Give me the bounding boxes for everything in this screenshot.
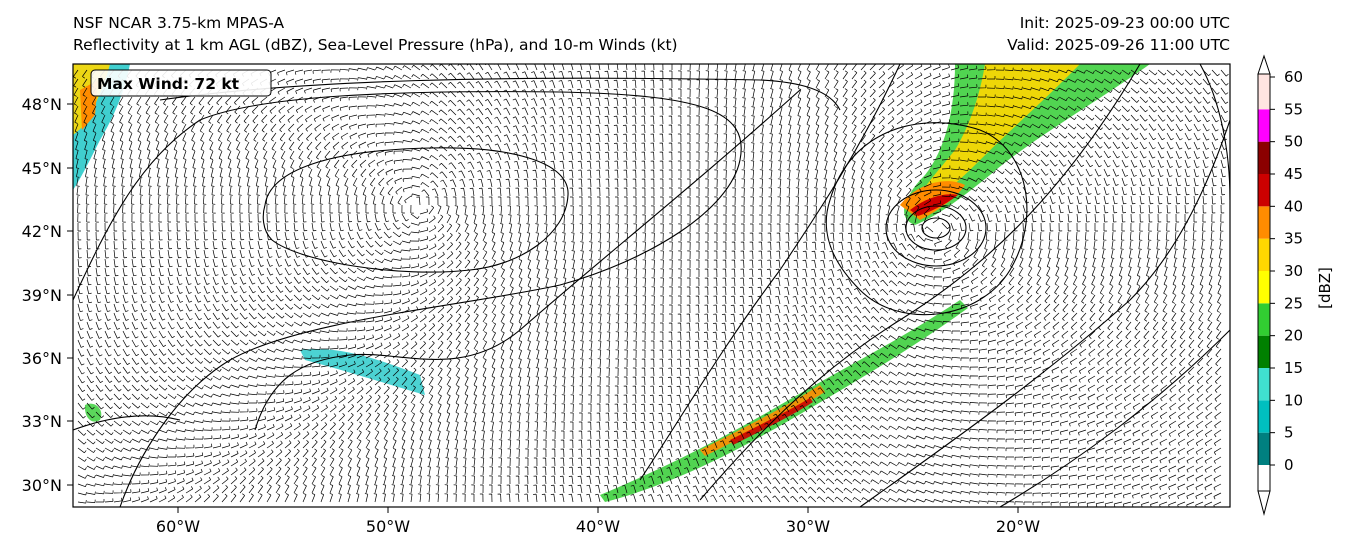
colorbar-segment-45	[1258, 141, 1270, 174]
valid-time: Valid: 2025-09-26 11:00 UTC	[1007, 36, 1230, 54]
colorbar-segment-10	[1258, 368, 1270, 401]
max-wind-annotation: Max Wind: 72 kt	[90, 69, 272, 97]
colorbar-extend-bottom	[1257, 490, 1271, 516]
isobar-east-2	[999, 329, 1230, 507]
init-time: Init: 2025-09-23 00:00 UTC	[1019, 14, 1230, 32]
latitude-axis: 48°N 45°N 42°N 39°N 36°N 33°N 30°N	[22, 95, 73, 495]
colorbar-tick-label-25: 25	[1284, 294, 1303, 312]
colorbar-segment-below-0	[1258, 465, 1270, 491]
title-block: NSF NCAR 3.75-km MPAS-A Reflectivity at …	[73, 12, 678, 56]
colorbar-tick-label-30: 30	[1284, 262, 1303, 280]
longitude-axis: 60°W 50°W 40°W 30°W 20°W	[156, 507, 1040, 536]
colorbar-tick-label-40: 40	[1284, 197, 1303, 215]
lon-label-20w: 20°W	[996, 517, 1040, 536]
colorbar-frame	[1257, 73, 1271, 492]
colorbar-tick-label-45: 45	[1284, 165, 1303, 183]
title-fields: Reflectivity at 1 km AGL (dBZ), Sea-Leve…	[73, 36, 678, 54]
colorbar-extend-top	[1257, 54, 1271, 75]
colorbar-tick-label-0: 0	[1284, 456, 1294, 474]
isobar-trough-1	[639, 64, 901, 481]
colorbar-segments	[1258, 74, 1270, 491]
isobar-southwest	[73, 415, 181, 431]
isobar-low-2	[905, 205, 967, 251]
colorbar-tick-label-50: 50	[1284, 133, 1303, 151]
colorbar-segment-15	[1258, 335, 1270, 368]
colorbar-tick-label-15: 15	[1284, 359, 1303, 377]
lat-label-36: 36°N	[22, 349, 62, 368]
colorbar-segment-50	[1258, 109, 1270, 142]
lon-label-60w: 60°W	[156, 517, 200, 536]
colorbar-segment-0	[1258, 432, 1270, 465]
lon-label-50w: 50°W	[366, 517, 410, 536]
reflectivity-cold-front	[600, 300, 968, 502]
max-wind-label: Max Wind: 72 kt	[97, 75, 240, 93]
isobar-high-outer	[73, 91, 742, 507]
colorbar-ticks: 0 5 10 15 20 25 30 35 40 45 50 55 60	[1270, 68, 1303, 474]
colorbar-segment-30	[1258, 238, 1270, 271]
lat-label-45: 45°N	[22, 159, 62, 178]
lat-label-42: 42°N	[22, 222, 62, 241]
reflectivity-showers-west	[84, 403, 102, 422]
lon-label-40w: 40°W	[576, 517, 620, 536]
isobar-trough-2	[699, 64, 1141, 501]
title-model: NSF NCAR 3.75-km MPAS-A	[73, 14, 285, 32]
wind-barbs	[73, 64, 1229, 507]
colorbar-segment-55	[1258, 74, 1270, 110]
lat-label-30: 30°N	[22, 476, 62, 495]
reflectivity-showers-central	[300, 349, 425, 395]
isobar-central	[254, 89, 801, 431]
reflectivity-cold-front-max	[730, 398, 813, 445]
isobar-low-3	[885, 189, 987, 267]
colorbar-tick-label-20: 20	[1284, 327, 1303, 345]
colorbar-segment-25	[1258, 271, 1270, 304]
reflectivity-cold-front-core	[700, 385, 825, 456]
lon-label-30w: 30°W	[786, 517, 830, 536]
colorbar-label: [dBZ]	[1316, 267, 1334, 309]
lat-label-33: 33°N	[22, 412, 62, 431]
colorbar-segment-35	[1258, 206, 1270, 239]
colorbar: 0 5 10 15 20 25 30 35 40 45 50 55 60 [dBZ]	[1257, 54, 1334, 516]
colorbar-tick-label-55: 55	[1284, 100, 1303, 118]
lat-label-39: 39°N	[22, 286, 62, 305]
wind-barb-field	[73, 64, 1229, 507]
colorbar-segment-40	[1258, 174, 1270, 207]
colorbar-tick-label-5: 5	[1284, 424, 1294, 442]
plot-frame	[72, 63, 1231, 508]
isobar-low-4	[825, 122, 1028, 316]
isobar-high-inner	[262, 147, 569, 273]
plot-area	[73, 64, 1230, 507]
colorbar-tick-label-10: 10	[1284, 391, 1303, 409]
colorbar-tick-label-60: 60	[1284, 68, 1303, 86]
isobar-low-1	[921, 217, 951, 239]
colorbar-segment-5	[1258, 400, 1270, 433]
colorbar-segment-20	[1258, 303, 1270, 336]
time-block: Init: 2025-09-23 00:00 UTC Valid: 2025-0…	[1007, 12, 1230, 56]
isobar-east-1	[859, 119, 1230, 507]
max-wind-box	[90, 69, 272, 97]
lat-label-48: 48°N	[22, 95, 62, 114]
colorbar-tick-label-35: 35	[1284, 230, 1303, 248]
